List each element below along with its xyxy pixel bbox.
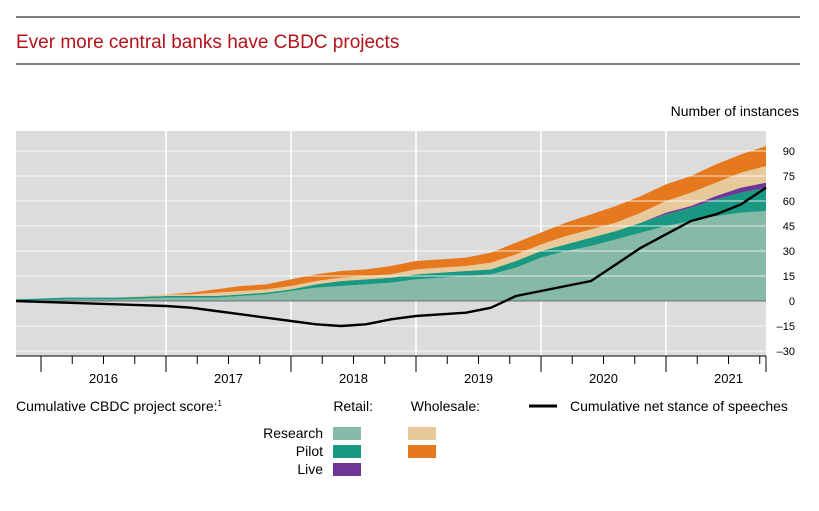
legend-swatch-wholesale-pilot: [408, 445, 436, 458]
speech-line-layer: [15, 186, 767, 328]
legend-swatch-retail-research: [333, 427, 361, 440]
legend: Cumulative CBDC project score:1 Retail: …: [16, 398, 788, 477]
x-tick-label-2021: 2021: [714, 371, 743, 386]
chart-title: Ever more central banks have CBDC projec…: [16, 32, 399, 53]
legend-wholesale-label: Wholesale:: [411, 398, 480, 414]
legend-swatch-retail-live: [333, 463, 361, 476]
y-tick-label: 90: [783, 146, 795, 158]
y-tick-label: 75: [783, 171, 795, 183]
area-retail-research: [16, 211, 766, 301]
legend-speeches-label: Cumulative net stance of speeches: [570, 398, 788, 414]
x-tick-label-2019: 2019: [464, 371, 493, 386]
legend-row-research: Research: [263, 425, 323, 441]
y-tick-label: 30: [783, 246, 795, 258]
area-wholesale-pilot: [16, 146, 766, 300]
horizontal-gridlines: [16, 150, 766, 352]
legend-row-live: Live: [297, 461, 323, 477]
y-tick-label: 15: [783, 271, 795, 283]
unit-label: Number of instances: [671, 103, 799, 119]
y-tick-label: 45: [783, 221, 795, 233]
legend-row-pilot: Pilot: [296, 443, 323, 459]
legend-retail-label: Retail:: [333, 398, 373, 414]
y-tick-label: 60: [783, 196, 795, 208]
y-tick-label: –30: [777, 346, 795, 358]
y-axis: 90 75 60 45 30 15 0 –15 –30: [777, 146, 795, 358]
x-axis: 2016 2017 2018 2019 2020 2021: [16, 355, 767, 386]
area-retail-pilot: [16, 187, 766, 301]
x-tick-label-2020: 2020: [589, 371, 618, 386]
legend-swatch-retail-pilot: [333, 445, 361, 458]
x-tick-label-2016: 2016: [89, 371, 118, 386]
x-tick-label-2017: 2017: [214, 371, 243, 386]
stacked-areas: [16, 146, 766, 301]
y-tick-label: –15: [777, 321, 795, 333]
line-cumulative-speeches: [15, 186, 767, 328]
x-tick-label-2018: 2018: [339, 371, 368, 386]
legend-swatch-wholesale-research: [408, 427, 436, 440]
y-tick-label: 0: [789, 296, 795, 308]
legend-score-label: Cumulative CBDC project score:1: [16, 398, 223, 414]
